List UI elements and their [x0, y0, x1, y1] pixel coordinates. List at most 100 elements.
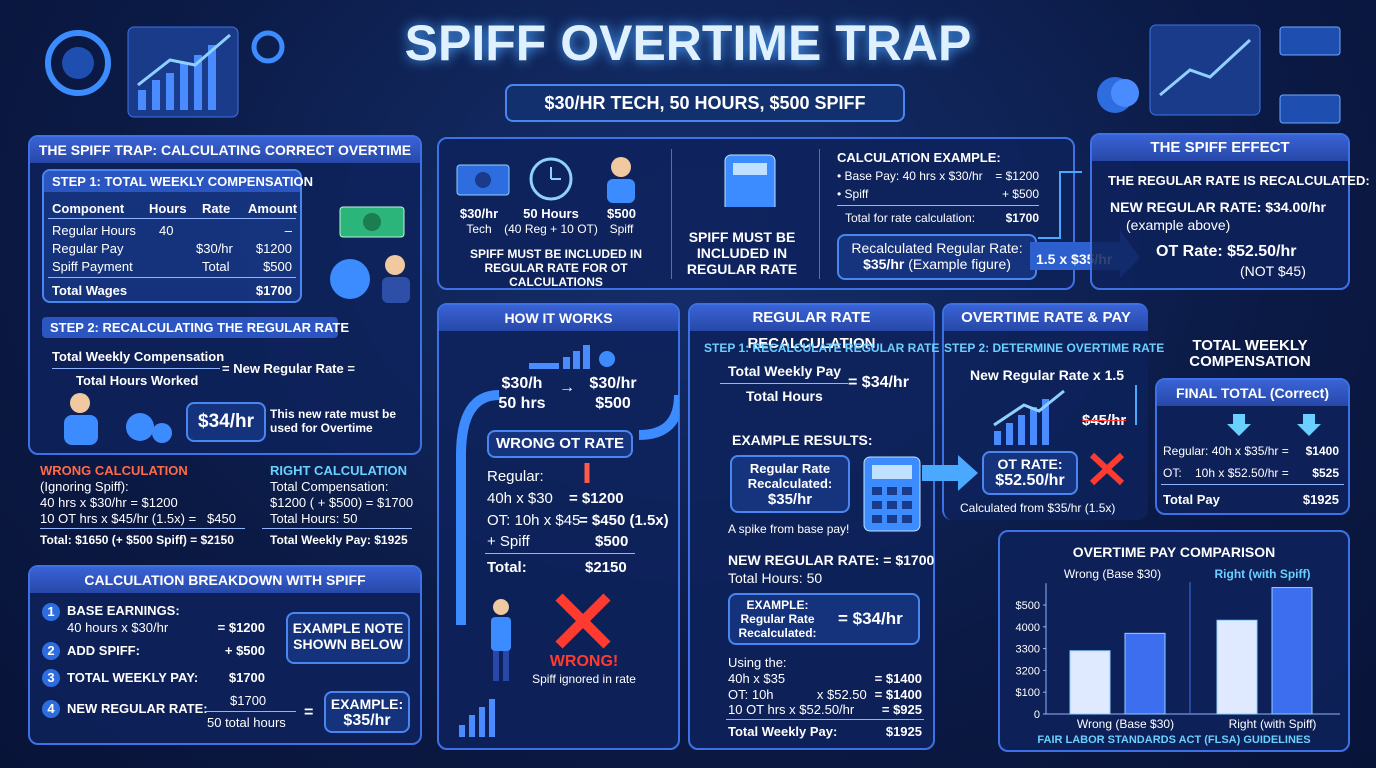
recalc-value: $35/hr [863, 256, 905, 272]
y-tick-label: $500 [1016, 600, 1040, 612]
item-value: $1700 [228, 670, 265, 685]
right-title: RIGHT CALCULATION [270, 463, 407, 478]
effect-ot-note: (NOT $45) [1240, 263, 1306, 279]
calc-line: OT: 10h x $52.50 [728, 687, 867, 702]
example-value: + $500 [1001, 187, 1039, 201]
cell: Spiff Payment [52, 259, 133, 274]
result-value: $35/hr [767, 491, 813, 508]
cell: Regular Hours [52, 223, 136, 238]
ot-value: $52.50/hr [995, 472, 1065, 489]
total-value: $1400 [1305, 444, 1339, 458]
how-line: Total: [487, 559, 527, 576]
example-value: $1700 [1005, 211, 1039, 225]
calc-line: 40h x $35 [728, 671, 786, 686]
recalc-label: Recalculated Regular Rate: [851, 240, 1023, 256]
item-label: BASE EARNINGS: [67, 603, 180, 618]
how-line: + Spiff [487, 533, 530, 550]
example-value: = $1200 [995, 169, 1039, 183]
example-line: • Base Pay: 40 hrs x $30/hr [837, 169, 983, 183]
panel-title: CALCULATION BREAKDOWN WITH SPIFF [30, 567, 420, 593]
item-label: NEW REGULAR RATE: [67, 701, 208, 716]
y-tick-label: 3300 [1016, 644, 1040, 656]
fraction-denominator: Total Hours [746, 388, 823, 404]
effect-sub: THE REGULAR RATE IS RECALCULATED: [1108, 173, 1370, 188]
how-line: Regular: [487, 468, 544, 485]
arrows [1227, 414, 1321, 436]
example-label: Regular Rate [740, 612, 815, 626]
cell: $30/hr [196, 241, 233, 256]
calc-total-value: $1925 [885, 724, 922, 739]
fact-icons [456, 154, 776, 207]
bar [1216, 619, 1258, 715]
formula: New Regular Rate x 1.5 [970, 367, 1125, 383]
calc-line: 10 OT hrs x $52.50/hr [728, 702, 855, 717]
fraction-denominator: 50 total hours [207, 715, 286, 730]
cell: $500 [263, 259, 292, 274]
fact-value: $500 [607, 206, 636, 221]
header-icons-left [45, 26, 285, 118]
how-left: $30/h [501, 375, 543, 392]
panel-title: REGULAR RATE RECALCULATION [690, 305, 933, 352]
y-tick-label: 0 [1034, 709, 1040, 721]
how-value: $2150 [585, 559, 627, 576]
wrong-total: Total: $1650 (+ $500 Spiff) = $2150 [40, 533, 234, 547]
page-title: SPIFF OVERTIME TRAP [404, 15, 972, 71]
how-graphics [456, 345, 679, 737]
wrong-line: 10 OT hrs x $45/hr (1.5x) = $450 [40, 511, 236, 526]
ot-graphics [993, 385, 1137, 486]
step-title: STEP 1: RECALCULATE REGULAR RATE [704, 341, 940, 355]
ot-note: Calculated from $35/hr (1.5x) [960, 501, 1116, 515]
cell: – [284, 223, 292, 238]
example-line: • Spiff [837, 187, 869, 201]
panel-title: HOW IT WORKS [439, 305, 678, 331]
step1-box: STEP 1: TOTAL WEEKLY COMPENSATION Compon… [42, 169, 313, 303]
x-tick-label: Wrong (Base $30) [1077, 717, 1174, 731]
new-rate: NEW REGULAR RATE: = $1700 [728, 552, 935, 568]
results-title: EXAMPLE RESULTS: [732, 432, 873, 448]
final-title: FINAL TOTAL (Correct) [1157, 380, 1348, 406]
fact-value: $30/hr [459, 206, 499, 221]
how-right: $30/hr [589, 375, 637, 392]
fraction-numerator: $1700 [230, 693, 267, 708]
example-box: EXAMPLE: Regular Rate Recalculated: = $3… [728, 593, 920, 645]
how-line: OT: 10h x $45 [487, 512, 581, 529]
fraction-numerator: Total Weekly Pay [728, 363, 842, 379]
person-icon [64, 393, 172, 445]
wrong-line: (Ignoring Spiff): [40, 479, 129, 494]
step-number: 2 [42, 642, 60, 660]
fact-note: SPIFF MUST BE INCLUDED IN REGULAR RATE F… [469, 247, 642, 289]
chart-panel: OVERTIME PAY COMPARISON Wrong (Base $30)… [998, 530, 1350, 752]
cell: Total Wages [52, 283, 128, 298]
chart-title: OVERTIME PAY COMPARISON [1072, 544, 1276, 560]
how-value: = $1200 [569, 490, 624, 507]
column-header: Component [52, 201, 125, 216]
panel-title: THE SPIFF TRAP: CALCULATING CORRECT OVER… [30, 137, 420, 163]
effect-new-rate: NEW REGULAR RATE: $34.00/hr [1110, 199, 1326, 215]
total-line: Total Pay [1163, 492, 1220, 507]
equation: = New Regular Rate = [222, 361, 355, 376]
calc-value: = $925 [881, 702, 922, 717]
column-header: Amount [248, 201, 298, 216]
note-box: EXAMPLE NOTE SHOWN BELOW [286, 612, 410, 664]
panel-title: OVERTIME RATE & PAY [944, 305, 1148, 331]
fact-value: 50 Hours [523, 206, 579, 221]
right-line: $1200 ( + $500) = $1700 [270, 495, 414, 510]
subtitle: $30/HR TECH, 50 HOURS, $500 SPIFF [505, 84, 905, 122]
how-right: $500 [595, 395, 631, 412]
hours: Total Hours: 50 [728, 570, 823, 586]
calc-note: SPIFF MUST BE INCLUDED IN REGULAR RATE [686, 229, 798, 277]
using: Using the: [728, 655, 787, 670]
item-sub: 40 hours x $30/hr [67, 620, 169, 635]
fraction-result: = $34/hr [848, 374, 909, 391]
fact-label: Spiff [609, 222, 634, 236]
bar [1271, 587, 1313, 715]
how-value: = $450 (1.5x) [579, 512, 669, 529]
y-tick-label: $100 [1016, 687, 1040, 699]
x-tick-label: Right (with Spiff) [1229, 717, 1317, 731]
fact-label: (40 Reg + 10 OT) [504, 222, 598, 236]
bar [1124, 632, 1166, 715]
chart-footer: FAIR LABOR STANDARDS ACT (FLSA) GUIDELIN… [1037, 734, 1311, 746]
result-label: Regular Rate [749, 461, 831, 476]
how-value: $500 [595, 533, 629, 550]
